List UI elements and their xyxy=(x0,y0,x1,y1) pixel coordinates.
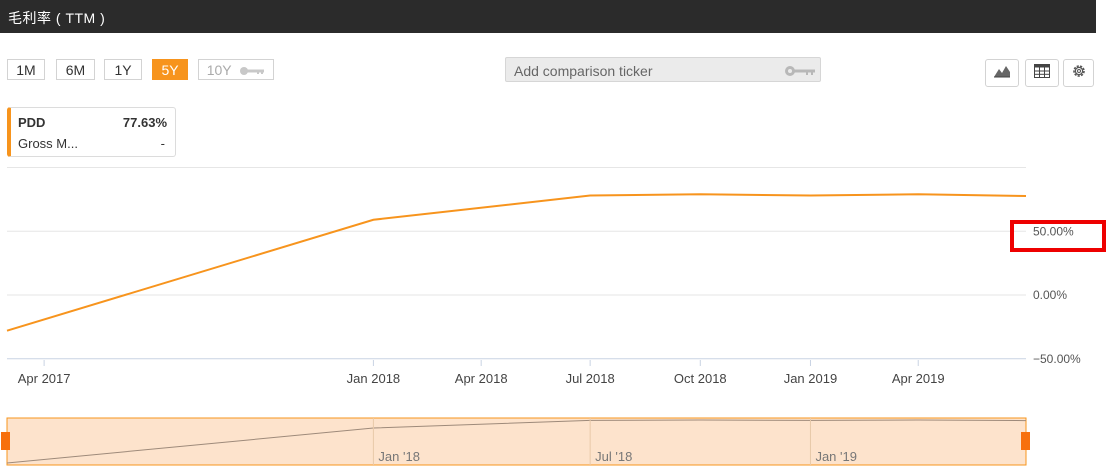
chart-type-button[interactable] xyxy=(985,59,1019,87)
x-tick-label: Apr 2018 xyxy=(455,371,508,386)
range-1m-button[interactable]: 1M xyxy=(7,59,45,80)
x-tick-label: Jan 2019 xyxy=(784,371,838,386)
navigator-label: Jan '19 xyxy=(815,449,857,464)
range-1y-button[interactable]: 1Y xyxy=(104,59,142,80)
legend-metric: Gross M... xyxy=(18,136,78,151)
legend-metric-value: - xyxy=(160,136,165,151)
key-icon xyxy=(239,61,265,82)
series-line-pdd xyxy=(6,193,1027,332)
gear-icon xyxy=(1071,63,1087,84)
chart-header: 毛利率 ( TTM ) xyxy=(0,0,1096,33)
x-tick-label: Jan 2018 xyxy=(347,371,401,386)
x-tick-label: Apr 2019 xyxy=(892,371,945,386)
y-tick-label: −50.00% xyxy=(1033,352,1081,366)
range-10y-button[interactable]: 10Y xyxy=(198,59,274,80)
comparison-ticker-input[interactable] xyxy=(512,61,776,81)
table-icon xyxy=(1034,63,1050,83)
legend-ticker: PDD xyxy=(18,115,46,130)
highlight-box xyxy=(1010,220,1106,252)
x-tick-label: Oct 2018 xyxy=(674,371,727,386)
navigator-label: Jan '18 xyxy=(378,449,420,464)
series-legend[interactable]: PDD 77.63% Gross M... - xyxy=(7,107,176,157)
x-tick-label: Jul 2018 xyxy=(566,371,615,386)
settings-button[interactable] xyxy=(1063,59,1094,87)
range-10y-label: 10Y xyxy=(206,62,232,78)
navigator-label: Jul '18 xyxy=(595,449,632,464)
comparison-ticker-field[interactable] xyxy=(505,57,821,82)
range-6m-button[interactable]: 6M xyxy=(56,59,95,80)
navigator-right-handle[interactable] xyxy=(1021,432,1030,450)
legend-value: 77.63% xyxy=(122,115,167,130)
x-tick-label: Apr 2017 xyxy=(18,371,71,386)
navigator-series-line xyxy=(6,419,1027,464)
navigator-range xyxy=(6,417,1027,466)
y-tick-label: 0.00% xyxy=(1033,288,1067,302)
table-view-button[interactable] xyxy=(1025,59,1059,87)
chart-title: 毛利率 ( TTM ) xyxy=(8,10,106,26)
navigator-left-handle[interactable] xyxy=(1,432,10,450)
area-chart-icon xyxy=(993,64,1011,83)
key-icon xyxy=(784,64,816,82)
range-5y-button[interactable]: 5Y xyxy=(152,59,188,80)
